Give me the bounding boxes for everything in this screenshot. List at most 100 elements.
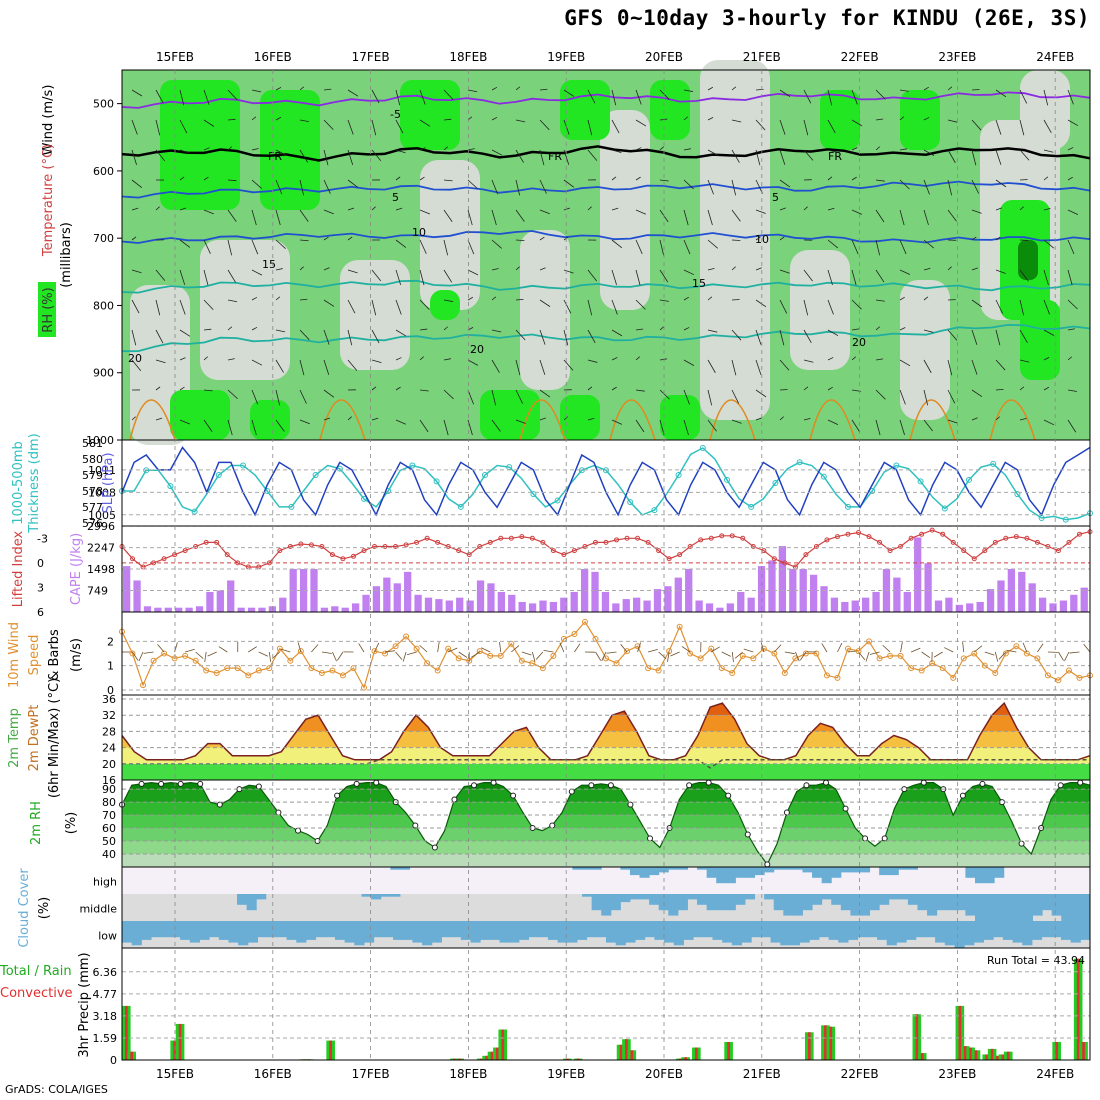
precip-conv-bar	[678, 1058, 682, 1060]
wind-barb	[731, 299, 740, 301]
wind-barb	[779, 179, 791, 188]
lifted-index-marker	[161, 556, 167, 562]
cloud-bar	[629, 867, 641, 876]
isotherm-line	[121, 145, 1091, 162]
cape-bar	[123, 566, 131, 612]
cloud-bar	[744, 894, 756, 900]
wind-barb	[947, 389, 956, 404]
wind-barb	[539, 119, 550, 131]
precip-conv-bar	[807, 1032, 811, 1060]
wind-barb	[587, 119, 593, 136]
wind-speed-marker	[434, 667, 441, 674]
cape-bar	[622, 599, 630, 612]
wind-barb	[467, 389, 474, 405]
wind-barb-10m	[721, 651, 731, 657]
wind-barb	[923, 149, 935, 156]
lifted-index-marker	[529, 535, 535, 541]
rh-marker	[158, 780, 165, 787]
wind-speed-marker	[581, 618, 588, 625]
wind-barb-10m	[1006, 649, 1017, 653]
wind-barb	[923, 389, 929, 406]
thickness-marker	[699, 444, 706, 451]
cloud-bar	[925, 921, 936, 938]
wind-barb	[347, 416, 352, 421]
cloud-bar	[812, 894, 823, 905]
wind-barb	[755, 209, 766, 214]
wind-barb	[539, 329, 546, 345]
cloud-bar	[1012, 921, 1023, 943]
lifted-index-marker	[624, 535, 630, 541]
wind-barb	[851, 419, 861, 433]
wind-barb	[779, 89, 791, 97]
cloud-bar	[668, 894, 679, 916]
cloud-bar	[850, 894, 861, 916]
cloud-bar	[770, 921, 781, 943]
date-label-bottom: 20FEB	[645, 1067, 683, 1081]
wind-barb	[635, 356, 640, 361]
cape-bar	[633, 597, 641, 612]
wind-barb	[875, 146, 880, 151]
wind-barb	[899, 179, 910, 190]
wind-barb	[731, 149, 740, 163]
slp-tick-label: 1011	[88, 464, 116, 477]
rh-tick-label: 60	[102, 822, 116, 835]
wind-barb	[707, 149, 719, 156]
wind-barb-10m	[271, 651, 281, 659]
cloud-bar	[246, 894, 257, 911]
wind-barb	[923, 209, 929, 226]
wind-barb	[467, 89, 478, 93]
lifted-index-marker	[414, 539, 420, 545]
wind-barb-10m	[795, 651, 800, 662]
wind-barb	[803, 359, 814, 363]
wind-barb	[155, 89, 164, 104]
cape-bar	[945, 597, 953, 612]
thickness-marker	[433, 478, 440, 485]
thickness-marker	[845, 503, 851, 510]
wind-barb	[275, 296, 281, 301]
cape-bar	[1080, 587, 1088, 612]
cape-bar	[383, 577, 391, 612]
thickness-marker	[191, 508, 198, 515]
wind-barb	[275, 179, 283, 195]
wind-barb-10m	[984, 651, 995, 656]
wind-barb	[419, 269, 425, 286]
wind-barb	[779, 359, 790, 371]
cape-bar	[279, 597, 287, 612]
thickness-tick-label: 581	[82, 437, 103, 450]
wind-barb	[275, 239, 286, 249]
thickness-marker	[336, 465, 343, 472]
wind-barb	[731, 179, 737, 196]
wind-barb-10m	[531, 651, 536, 662]
wind-barb	[995, 269, 1006, 274]
lifted-index-marker	[813, 543, 819, 549]
wind-speed-line	[121, 620, 1091, 690]
wind-barb	[611, 239, 623, 249]
wind-barb	[923, 179, 930, 195]
cloud-bar	[722, 921, 733, 943]
wind-barb	[1019, 119, 1025, 136]
cloud-bar	[879, 894, 890, 905]
wind-barb-10m	[337, 651, 344, 661]
cloud-bar	[591, 867, 602, 870]
wind-barb	[179, 299, 186, 315]
rh-band	[122, 828, 1090, 842]
wind-barb-10m	[921, 651, 931, 658]
panel-frame	[121, 439, 1091, 527]
lifted-index-marker	[614, 537, 620, 543]
date-label-bottom: 15FEB	[156, 1067, 194, 1081]
cloud-bar	[799, 921, 810, 943]
wind-speed-marker	[897, 652, 904, 659]
li-tick-label: 3	[37, 581, 44, 594]
rh-moist-patch	[560, 395, 600, 440]
cloud-bar	[383, 921, 394, 938]
wind-barb	[587, 206, 592, 211]
wind-barb-10m	[448, 647, 458, 653]
rh-moist-patch	[260, 90, 320, 210]
cloud-unit: (%)	[37, 897, 52, 920]
wind-barb	[275, 149, 287, 156]
precip-conv-bar	[958, 1005, 962, 1060]
wind-barb	[659, 419, 665, 436]
wind-barb	[1067, 209, 1079, 215]
wind-barb	[659, 269, 669, 283]
cape-bar	[476, 580, 485, 612]
